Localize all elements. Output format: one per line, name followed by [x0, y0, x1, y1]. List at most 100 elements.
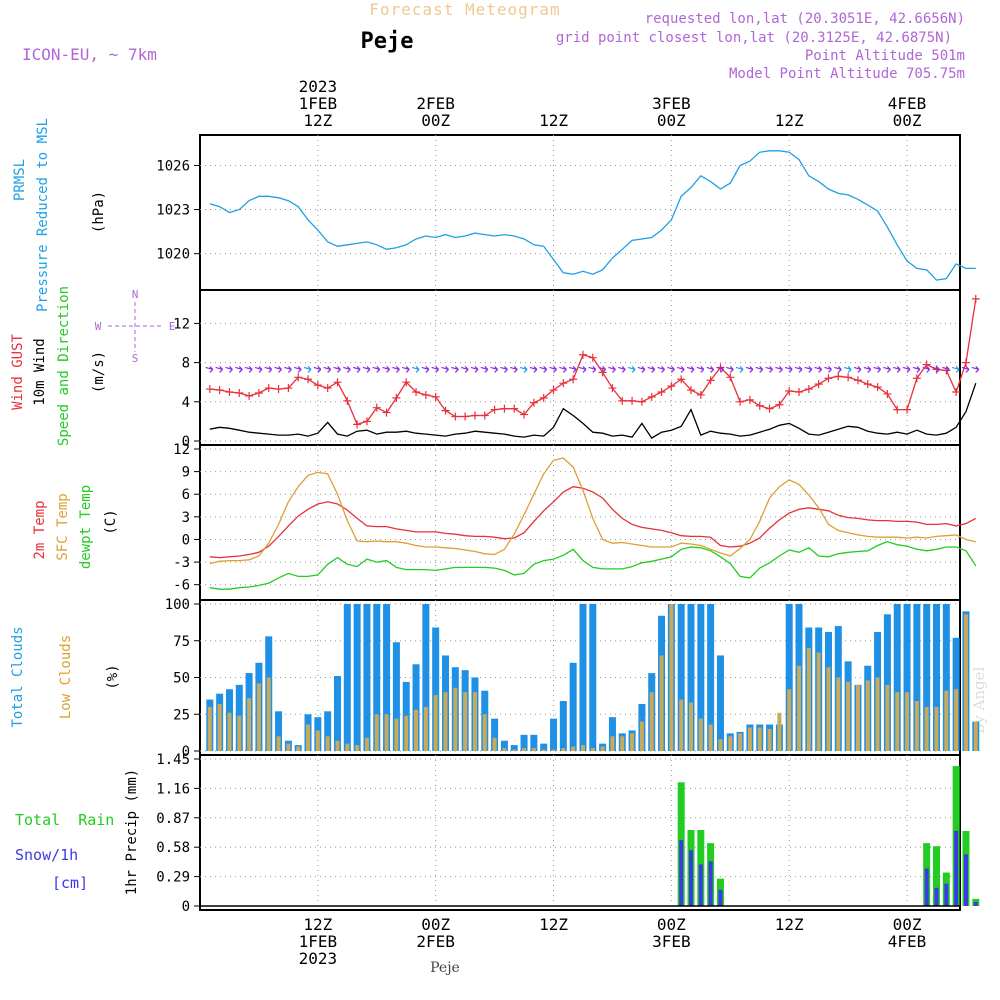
rain-bar — [933, 846, 940, 906]
pressure-unit: (hPa) — [91, 191, 107, 233]
wind-direction-arrow — [539, 366, 548, 373]
gust-marker — [412, 388, 421, 396]
gust-marker — [795, 388, 804, 396]
low-cloud-bar — [885, 684, 890, 751]
wind-direction-arrow — [922, 366, 931, 373]
wind-direction-arrow — [480, 366, 489, 373]
compass-rose-icon: W E N S — [95, 288, 176, 365]
gust-marker — [863, 380, 872, 389]
wind-direction-arrow — [392, 366, 400, 373]
time-label-top: 00Z — [657, 111, 686, 130]
snow-bar — [689, 850, 693, 906]
low-cloud-bar — [423, 706, 428, 751]
wind-direction-arrow — [362, 366, 371, 373]
axis-ticks: 10201023102604812-6-3036912025507510000.… — [156, 77, 926, 968]
gust-marker — [323, 384, 332, 393]
low-cloud-bar — [561, 748, 566, 751]
gust-marker — [333, 378, 342, 387]
low-cloud-bar — [364, 737, 369, 751]
wind-direction-arrow — [912, 366, 921, 373]
wind-direction-arrow — [608, 366, 616, 373]
y-tick-label: 12 — [173, 316, 190, 332]
wind-direction-arrow — [696, 366, 705, 373]
y-tick-label: 6 — [182, 487, 190, 503]
total-cloud-bar — [363, 604, 371, 751]
low-cloud-bar — [963, 614, 968, 751]
time-label-top: 2FEB — [416, 94, 455, 113]
wind-direction-arrow — [372, 366, 381, 373]
gust-marker — [353, 420, 362, 429]
wind-direction-arrow — [961, 366, 970, 373]
wind-direction-arrow — [824, 366, 832, 373]
gust-marker — [205, 385, 214, 394]
wind-speed-line — [209, 382, 977, 439]
gust-marker — [785, 387, 794, 396]
snow-bar — [718, 889, 723, 906]
grid-point-coords: grid point closest lon,lat (20.3125E, 42… — [556, 30, 952, 46]
gust-marker — [500, 404, 509, 413]
wind-direction-arrow — [313, 366, 322, 373]
low-cloud-bar — [522, 748, 527, 751]
wind-direction-arrow — [205, 366, 214, 373]
low-cloud-bar — [306, 724, 311, 751]
total-cloud-bar — [913, 604, 921, 751]
low-cloud-bar — [531, 748, 536, 751]
low-cloud-bar — [345, 743, 350, 751]
low-cloud-bar — [600, 746, 605, 751]
low-cloud-bar — [826, 667, 831, 751]
time-label-top: 12Z — [303, 111, 332, 130]
wind-direction-arrow — [441, 366, 449, 373]
gust-marker — [362, 417, 371, 426]
wind-direction-arrow — [618, 366, 626, 373]
total-cloud-bar — [785, 604, 793, 751]
gust-marker — [254, 388, 263, 397]
time-label-bottom: 12Z — [775, 915, 804, 934]
sfc-temp-label: SFC Temp — [55, 493, 71, 560]
temp2m-line — [209, 486, 977, 559]
total-cloud-bar — [608, 717, 616, 751]
low-cloud-bar — [865, 680, 870, 751]
model-label: ICON-EU, ~ 7km — [22, 45, 157, 64]
low-cloud-bar — [472, 692, 477, 751]
wind-direction-arrow — [627, 366, 636, 373]
gust-marker — [637, 397, 646, 406]
gust-marker — [775, 400, 784, 409]
low-cloud-bar — [374, 714, 379, 751]
gust-marker — [245, 391, 254, 400]
gust-marker — [569, 375, 578, 384]
wind-direction-arrow — [667, 366, 675, 373]
time-label-top: 00Z — [893, 111, 922, 130]
wind-direction-arrow — [726, 366, 734, 373]
wind-direction-arrow — [264, 366, 273, 373]
low-clouds-label: Low Clouds — [58, 635, 74, 719]
y-tick-label: 0 — [182, 744, 190, 760]
low-cloud-bar — [296, 746, 301, 751]
y-tick-label: 3 — [182, 510, 190, 526]
gust-marker — [461, 412, 470, 421]
model-altitude: Model Point Altitude 705.75m — [729, 66, 965, 82]
wind-direction-arrow — [235, 366, 243, 373]
wind-label: 10m Wind — [32, 338, 48, 405]
low-cloud-bar — [227, 712, 232, 751]
wind-direction-arrow — [902, 366, 911, 373]
low-cloud-bar — [875, 677, 880, 751]
total-cloud-bar — [677, 604, 685, 751]
y-tick-label: 50 — [173, 671, 190, 687]
gust-marker — [726, 373, 735, 382]
total-cloud-bar — [933, 604, 940, 751]
gust-marker — [539, 393, 548, 402]
low-cloud-bar — [630, 733, 635, 751]
time-label-bottom: 00Z — [893, 915, 922, 934]
low-cloud-bar — [384, 714, 389, 751]
wind-direction-arrow — [804, 366, 813, 373]
compass-north: N — [132, 288, 139, 301]
y-tick-label: 9 — [182, 465, 190, 481]
wind-direction-arrow — [519, 366, 528, 373]
low-cloud-bar — [541, 749, 546, 751]
gust-marker — [588, 353, 597, 362]
y-tick-label: 1023 — [156, 203, 190, 219]
wind-direction-arrow — [451, 366, 459, 373]
gust-marker — [912, 374, 921, 383]
gust-marker — [903, 405, 912, 414]
gust-marker — [441, 406, 450, 415]
